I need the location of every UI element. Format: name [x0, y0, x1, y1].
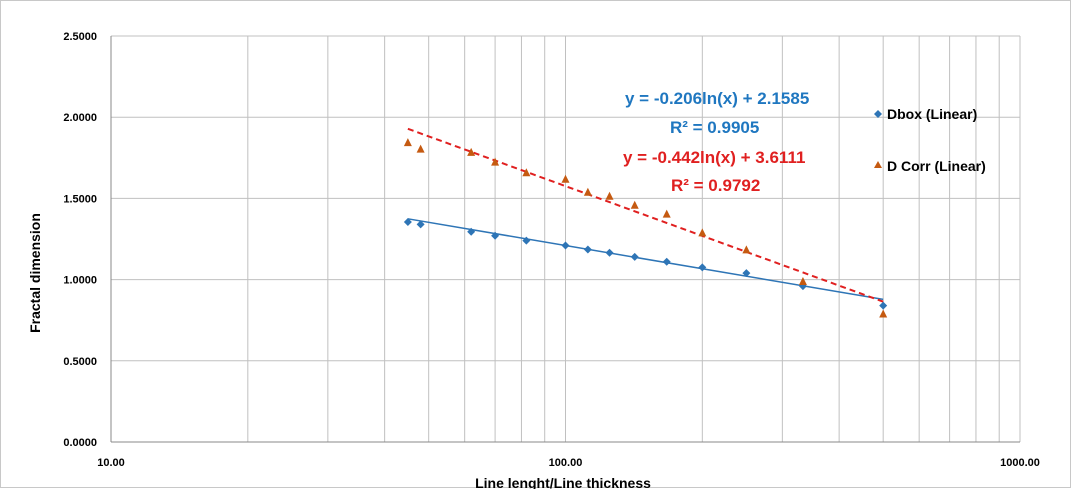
- y-tick-label: 2.0000: [63, 112, 97, 124]
- dbox-point: [561, 241, 570, 250]
- dcorr-point: [416, 144, 425, 153]
- dcorr-point: [467, 147, 476, 156]
- dbox-point: [583, 245, 592, 254]
- x-tick-label: 100.00: [549, 457, 583, 469]
- dcorr-point: [742, 245, 751, 254]
- y-tick-label: 1.0000: [63, 275, 97, 287]
- dcorr-point: [698, 228, 707, 237]
- points-layer: [403, 138, 888, 318]
- dbox-point: [467, 227, 476, 236]
- dbox-point: [698, 263, 707, 272]
- dcorr-point: [561, 174, 570, 183]
- dcorr-trendline: [407, 127, 884, 303]
- y-axis-title: Fractal dimension: [27, 213, 43, 333]
- dcorr-point: [879, 309, 888, 318]
- dcorr-point: [798, 277, 807, 286]
- y-tick-label: 0.5000: [63, 356, 97, 368]
- axis-layer: 0.0000 0.5000 1.0000 1.5000 2.0000 2.5000 10.0…: [63, 31, 1040, 469]
- y-tick-label: 1.5000: [63, 193, 97, 205]
- dbox-point: [403, 217, 412, 226]
- x-axis-title: Line lenght/Line thickness: [475, 475, 651, 489]
- dcorr-point: [491, 157, 500, 166]
- legend-dbox-marker: [874, 110, 882, 118]
- dbox-trendline: [407, 218, 884, 301]
- dcorr-point: [522, 168, 531, 177]
- legend-dcorr-label: D Corr (Linear): [887, 158, 986, 174]
- x-tick-label: 1000.00: [1000, 457, 1040, 469]
- dbox-point: [662, 257, 671, 266]
- x-tick-label: 10.00: [97, 457, 125, 469]
- legend-dbox-label: Dbox (Linear): [887, 106, 977, 122]
- dcorr-point: [630, 200, 639, 209]
- dbox-point: [605, 248, 614, 257]
- grid-layer: [110, 35, 1021, 443]
- legend-dcorr-marker: [874, 161, 882, 168]
- dbox-point: [879, 301, 888, 310]
- y-tick-label: 0.0000: [63, 437, 97, 449]
- dcorr-point: [662, 209, 671, 218]
- dbox-r2: R² = 0.9905: [670, 118, 759, 137]
- dbox-equation: y = -0.206ln(x) + 2.1585: [625, 89, 809, 108]
- dbox-point: [416, 220, 425, 229]
- y-tick-label: 2.5000: [63, 31, 97, 43]
- dcorr-point: [605, 191, 614, 200]
- dbox-point: [630, 252, 639, 261]
- dbox-point: [491, 231, 500, 240]
- dcorr-r2: R² = 0.9792: [671, 176, 760, 195]
- dcorr-point: [403, 138, 412, 147]
- dcorr-equation: y = -0.442ln(x) + 3.6111: [623, 148, 805, 167]
- dcorr-point: [583, 187, 592, 196]
- dbox-point: [522, 236, 531, 245]
- legend: Dbox (Linear) D Corr (Linear): [874, 106, 986, 174]
- dbox-point: [742, 269, 751, 278]
